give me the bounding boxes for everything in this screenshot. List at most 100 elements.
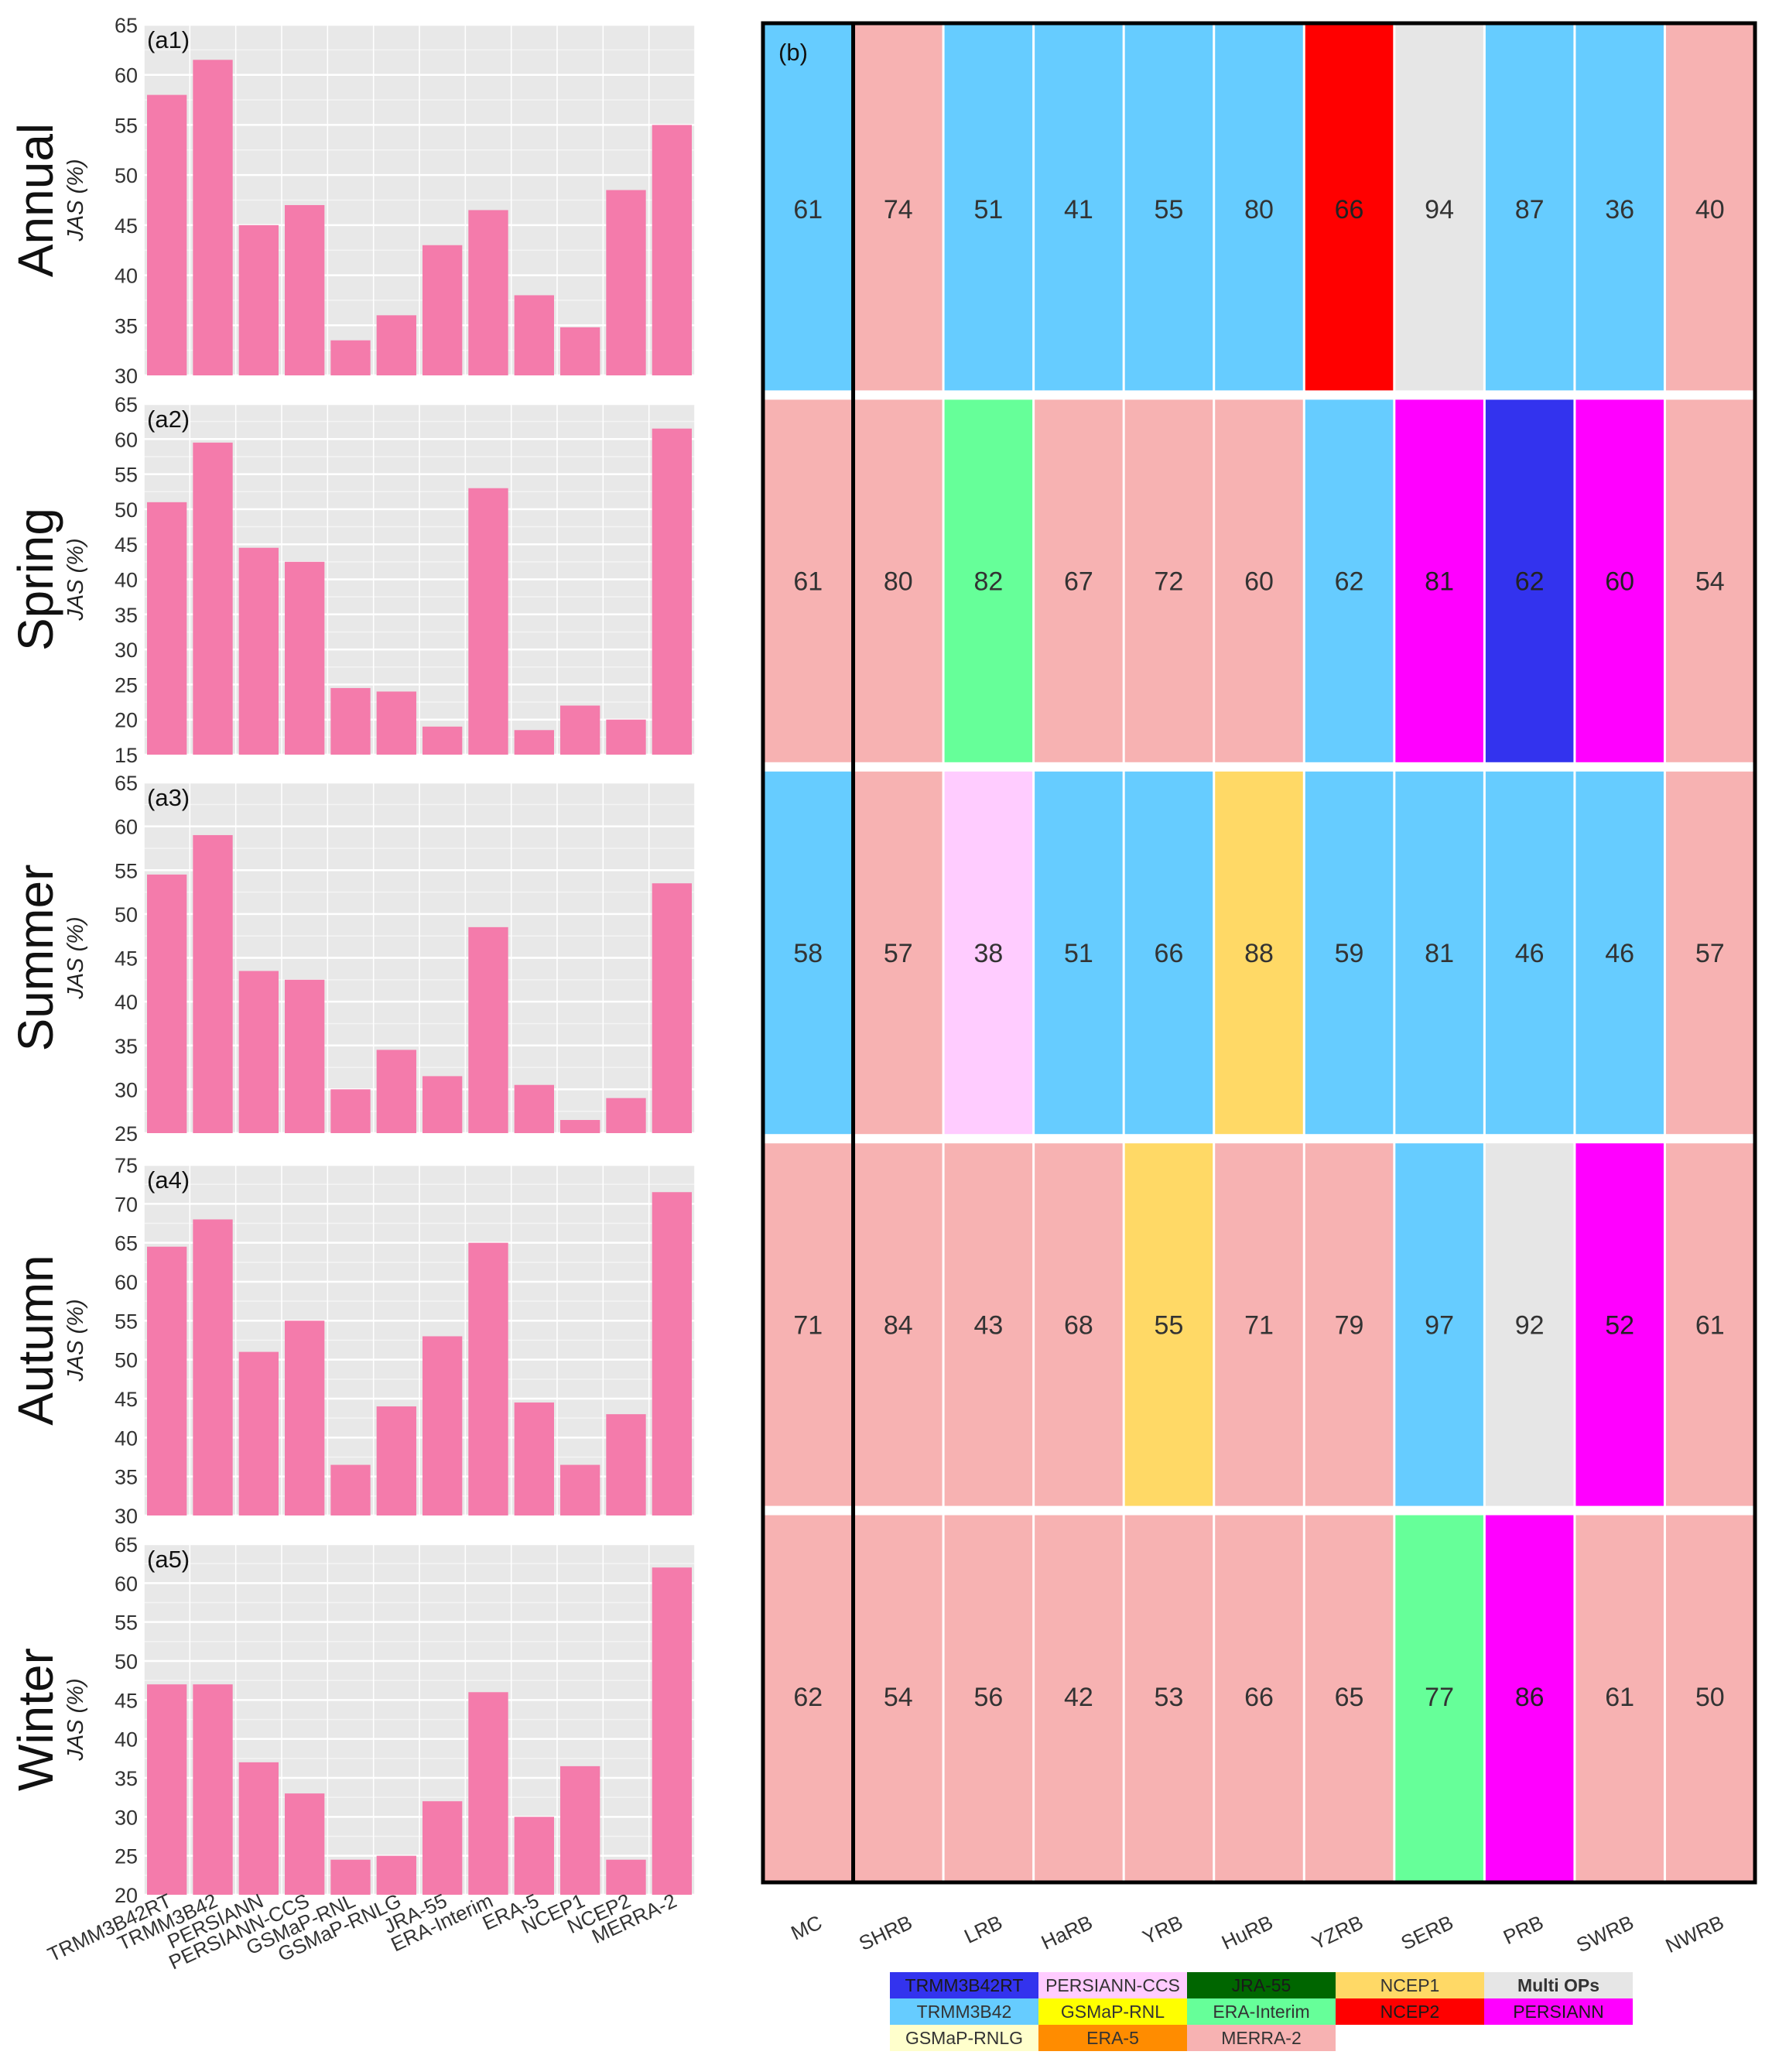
cell-value: 51 [973,195,1003,224]
heatmap-cell [1484,395,1575,767]
row-title: Annual [8,123,63,277]
legend-item: TRMM3B42 [890,1998,1038,2025]
cell-value: 77 [1425,1683,1454,1712]
legend-label: MERRA-2 [1221,2028,1302,2048]
bar [330,1464,371,1515]
y-tick-label: 25 [115,1122,138,1146]
cell-value: 67 [1064,567,1093,597]
bar [468,488,508,755]
heatmap-cell [1304,23,1394,396]
legend-item: ERA-Interim [1187,1998,1336,2025]
bar [147,874,187,1133]
legend: TRMM3B42RT PERSIANN-CCS JRA-55 NCEP1 Multi O… [890,1972,1633,2051]
cell-value: 66 [1244,1683,1274,1712]
cell-value: 46 [1605,939,1634,968]
y-tick-label: 35 [115,1767,138,1790]
heatmap-cell [1484,1510,1575,1882]
bar [423,1076,463,1133]
legend-item: NCEP1 [1336,1972,1484,1998]
heatmap-cell [1124,1139,1214,1511]
bar [468,210,508,375]
x-tick-labels: TRMM3B42RTTRMM3B42PERSIANNPERSIANN-CCSGS… [44,1889,680,1974]
cell-value: 62 [1515,567,1545,597]
cell-value: 60 [1244,567,1274,597]
heatmap-cell [1124,1510,1214,1882]
heatmap-cell [1033,23,1124,396]
cell-value: 60 [1605,567,1634,597]
cell-value: 71 [1244,1310,1274,1340]
y-tick-label: 50 [115,903,138,926]
row-title: Spring [8,508,63,651]
heatmap-cell [763,1510,854,1882]
bar [560,1120,600,1133]
heatmap-cell [1033,395,1124,767]
bar [560,1765,600,1895]
bar [652,125,692,375]
bar [330,687,371,755]
y-tick-label: 50 [115,498,138,522]
row-title: Autumn [8,1255,63,1426]
legend-label: ERA-Interim [1213,2002,1309,2022]
y-tick-label: 55 [115,859,138,882]
bar [423,726,463,755]
bar [560,1464,600,1515]
row-separator [763,1505,1755,1515]
y-tick-label: 30 [115,1806,138,1829]
y-tick-label: 40 [115,1728,138,1752]
cell-value: 82 [973,567,1003,597]
y-tick-label: 40 [115,991,138,1014]
heatmap-cell [1394,766,1485,1139]
legend-item: GSMaP-RNLG [890,2025,1038,2051]
cell-value: 66 [1155,939,1184,968]
y-tick-label: 60 [115,1572,138,1595]
legend-label: GSMaP-RNL [1061,2002,1165,2022]
heatmap-cell [853,766,944,1139]
bar [330,1089,371,1133]
cell-value: 41 [1064,195,1093,224]
bar [652,1567,692,1895]
bar [560,327,600,375]
y-tick-label: 40 [115,265,138,288]
heatmap-cell [1394,1510,1485,1882]
heatmap-cell [1574,395,1665,767]
heatmap-cell [1394,395,1485,767]
y-axis-label: JAS (%) [63,1299,88,1382]
y-tick-label: 60 [115,428,138,451]
bar [468,1692,508,1895]
heatmap-cell [1574,1510,1665,1882]
bar [606,1414,646,1515]
y-tick-label: 60 [115,816,138,839]
panel-label: (a2) [147,406,190,433]
heatmap-cell [1033,1139,1124,1511]
row-separator [763,390,1755,400]
legend-swatch [1038,2025,1187,2051]
legend-swatch [1484,1998,1633,2025]
heatmap-cell [1213,1510,1305,1882]
cell-value: 46 [1515,939,1545,968]
heatmap-cell [1394,23,1485,396]
y-tick-label: 45 [115,214,138,238]
bar [285,1320,325,1515]
heatmap-cell [1574,766,1665,1139]
y-tick-label: 45 [115,533,138,557]
heatmap-cell [1484,766,1575,1139]
y-tick-label: 65 [115,1533,138,1557]
y-tick-label: 55 [115,1611,138,1635]
bar [423,1801,463,1895]
bar [468,1242,508,1515]
legend-swatch [1038,1972,1187,1998]
y-tick-label: 20 [115,709,138,732]
heatmap-row-annual: 61 74 51 41 55 80 66 94 87 36 40 [761,23,1755,396]
bar [606,719,646,755]
cell-value: 52 [1605,1310,1634,1340]
bar [193,834,233,1133]
y-tick-label: 45 [115,1388,138,1411]
legend-item: Multi OPs [1484,1972,1633,1998]
heatmap-cell [1664,23,1755,396]
cell-value: 97 [1425,1310,1454,1340]
panel-label: (a4) [147,1166,190,1194]
heatmap-cell [1664,766,1755,1139]
bar [514,730,554,755]
y-tick-label: 45 [115,1689,138,1712]
